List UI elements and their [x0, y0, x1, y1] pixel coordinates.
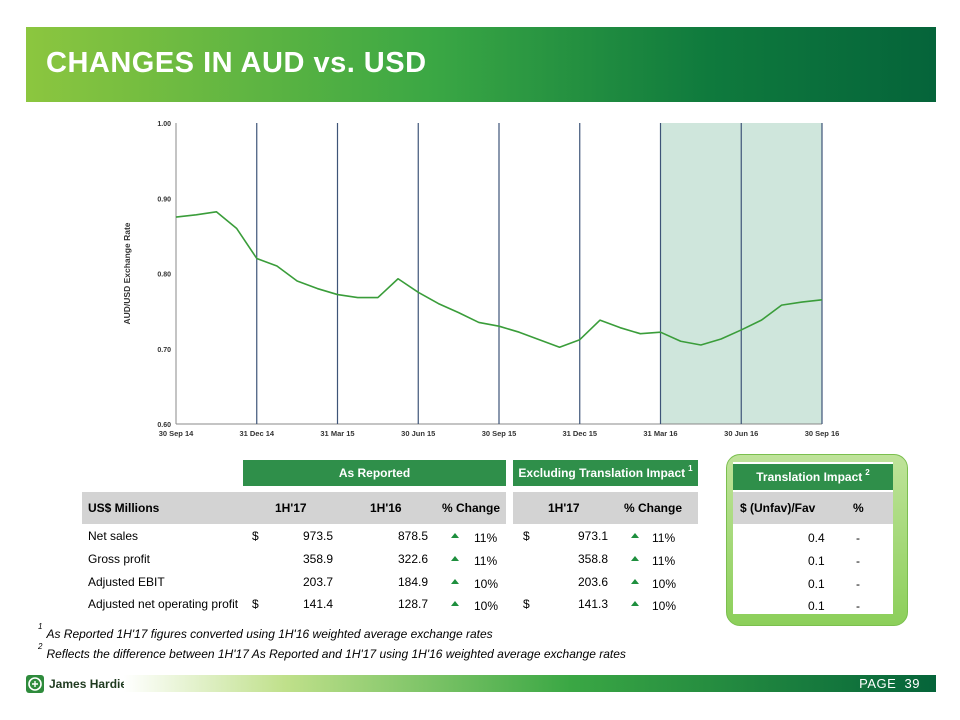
- column-header-band-excluding: [513, 492, 698, 524]
- footer-bar: PAGE 39: [124, 675, 936, 692]
- row-ti-pct: -: [856, 554, 860, 568]
- col-header-ex-1h17: 1H'17: [548, 501, 580, 515]
- y-tick-label: 1.00: [157, 121, 171, 128]
- column-header-band-main: [82, 492, 506, 524]
- row-ti-pct: -: [856, 599, 860, 613]
- translation-impact-header: Translation Impact 2: [733, 464, 893, 490]
- row-1h16: 878.5: [398, 529, 429, 543]
- y-axis-title: AUD/USD Exchange Rate: [122, 222, 132, 324]
- col-header-unfav: $ (Unfav)/Fav: [740, 501, 816, 515]
- row-currency: $: [252, 529, 259, 543]
- page-number: PAGE 39: [859, 676, 920, 691]
- row-unfav: 0.4: [808, 531, 825, 545]
- row-1h17: 203.7: [303, 575, 334, 589]
- x-tick-label: 31 Dec 14: [239, 429, 274, 438]
- as-reported-header: As Reported: [243, 460, 506, 486]
- col-header-pct: % Change: [442, 501, 501, 515]
- x-tick-label: 31 Mar 16: [643, 429, 677, 438]
- row-ex-pct: 10%: [652, 599, 677, 613]
- x-tick-label: 31 Mar 15: [320, 429, 354, 438]
- y-tick-label: 0.90: [157, 196, 171, 203]
- row-ti-pct: -: [856, 531, 860, 545]
- row-label: Gross profit: [88, 552, 151, 566]
- row-ex-1h17: 973.1: [578, 529, 609, 543]
- up-arrow-icon: [451, 556, 459, 561]
- col-header-ti-pct: %: [853, 501, 864, 515]
- row-unfav: 0.1: [808, 554, 825, 568]
- row-label: Adjusted net operating profit: [88, 597, 239, 611]
- row-1h17: 141.4: [303, 597, 334, 611]
- row-ex-currency: $: [523, 597, 530, 611]
- row-ex-pct: 11%: [652, 531, 676, 545]
- page-title: CHANGES IN AUD vs. USD: [46, 47, 427, 79]
- logo-text: James Hardie: [49, 677, 128, 691]
- row-ex-1h17: 358.8: [578, 552, 609, 566]
- col-header-1h17: 1H'17: [275, 501, 307, 515]
- row-pct: 10%: [474, 599, 499, 613]
- y-tick-label: 0.80: [157, 272, 171, 279]
- row-ti-pct: -: [856, 577, 860, 591]
- row-ex-pct: 11%: [652, 554, 676, 568]
- col-header-ex-pct: % Change: [624, 501, 683, 515]
- row-1h17: 358.9: [303, 552, 334, 566]
- row-label: Net sales: [88, 529, 139, 543]
- row-pct: 11%: [474, 554, 498, 568]
- row-1h16: 322.6: [398, 552, 429, 566]
- row-unfav: 0.1: [808, 577, 825, 591]
- row-ex-1h17: 203.6: [578, 575, 609, 589]
- up-arrow-icon: [631, 579, 639, 584]
- up-arrow-icon: [451, 533, 459, 538]
- row-pct: 11%: [474, 531, 498, 545]
- footnote-2: 2Reflects the difference between 1H'17 A…: [38, 642, 626, 661]
- row-ex-1h17: 141.3: [578, 597, 609, 611]
- row-1h17: 973.5: [303, 529, 334, 543]
- x-tick-label: 30 Sep 14: [159, 429, 194, 438]
- y-tick-label: 0.60: [157, 422, 171, 429]
- logo-mark-icon: [26, 675, 44, 693]
- row-unfav: 0.1: [808, 599, 825, 613]
- up-arrow-icon: [631, 556, 639, 561]
- footnote-1: 1As Reported 1H'17 figures converted usi…: [38, 622, 493, 641]
- up-arrow-icon: [451, 601, 459, 606]
- company-logo: James Hardie: [26, 674, 127, 694]
- column-header-band-translation: [733, 492, 893, 524]
- x-tick-label: 30 Sep 15: [482, 429, 517, 438]
- x-tick-label: 30 Sep 16: [805, 429, 840, 438]
- col-header-label: US$ Millions: [88, 501, 160, 515]
- y-tick-label: 0.70: [157, 347, 171, 354]
- exchange-rate-line: [175, 210, 823, 349]
- x-tick-label: 30 Jun 15: [401, 429, 435, 438]
- row-1h16: 184.9: [398, 575, 429, 589]
- row-label: Adjusted EBIT: [88, 575, 165, 589]
- excluding-translation-header: Excluding Translation Impact 1: [513, 460, 698, 486]
- up-arrow-icon: [631, 533, 639, 538]
- up-arrow-icon: [631, 601, 639, 606]
- row-ex-currency: $: [523, 529, 530, 543]
- x-tick-label: 31 Dec 15: [562, 429, 597, 438]
- title-banner: CHANGES IN AUD vs. USD: [26, 27, 936, 102]
- col-header-1h16: 1H'16: [370, 501, 402, 515]
- up-arrow-icon: [451, 579, 459, 584]
- x-tick-label: 30 Jun 16: [724, 429, 758, 438]
- row-currency: $: [252, 597, 259, 611]
- row-1h16: 128.7: [398, 597, 429, 611]
- row-pct: 10%: [474, 577, 499, 591]
- row-ex-pct: 10%: [652, 577, 677, 591]
